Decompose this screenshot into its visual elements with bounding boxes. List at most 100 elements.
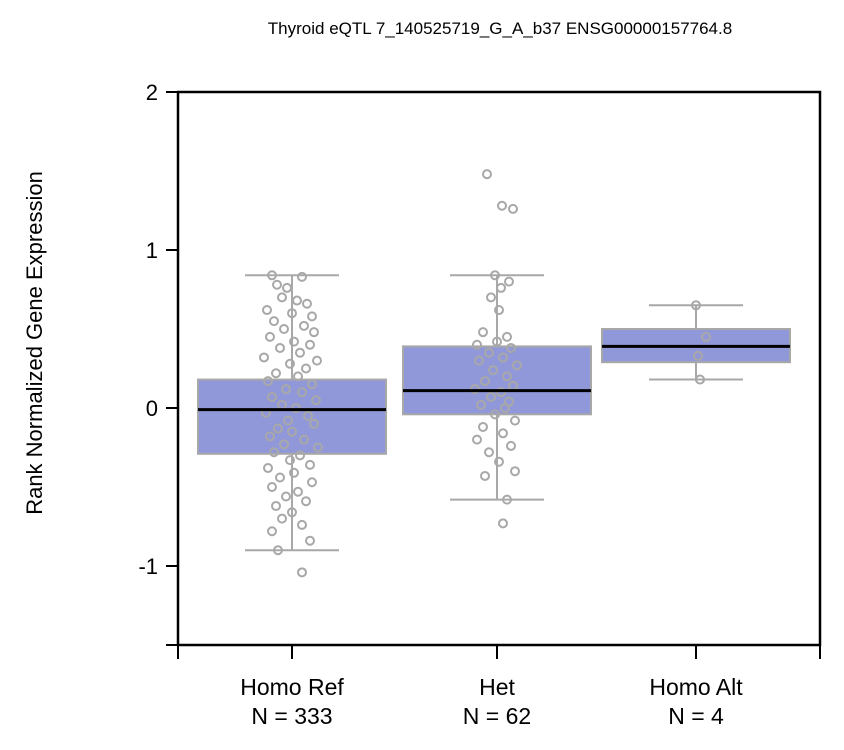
data-point <box>271 368 281 379</box>
x-tick-label: Homo Alt <box>649 674 743 700</box>
data-point <box>289 467 299 478</box>
data-point <box>496 387 506 398</box>
data-point <box>486 391 496 402</box>
data-point <box>293 371 303 382</box>
data-point <box>313 442 323 453</box>
data-point <box>272 279 282 290</box>
data-point <box>695 374 705 385</box>
data-point <box>312 355 322 366</box>
data-point <box>510 466 520 477</box>
data-point <box>281 384 291 395</box>
data-point <box>287 308 297 319</box>
data-point <box>307 477 317 488</box>
data-point <box>693 350 703 361</box>
box-group-homo-ref <box>197 270 387 578</box>
data-point <box>277 513 287 524</box>
data-point <box>512 360 522 371</box>
data-point <box>492 336 502 347</box>
data-point <box>285 455 295 466</box>
data-point <box>275 342 285 353</box>
data-point <box>292 295 302 306</box>
data-point <box>488 365 498 376</box>
axes: Homo Ref N = 333 Het N = 62 Homo Alt N = 4 2 1 0… <box>138 80 821 729</box>
data-point <box>494 456 504 467</box>
data-point <box>259 352 269 363</box>
data-point <box>506 342 516 353</box>
data-point <box>267 391 277 402</box>
y-tick-label: 2 <box>146 80 158 105</box>
chart-title: Thyroid eQTL 7_140525719_G_A_b37 ENSG000… <box>268 19 732 38</box>
x-count-label: N = 62 <box>463 703 531 729</box>
data-point <box>497 200 507 211</box>
data-point <box>480 376 490 387</box>
data-point <box>277 292 287 303</box>
y-tick-label: 1 <box>146 238 158 263</box>
data-point <box>482 169 492 180</box>
data-point <box>289 336 299 347</box>
data-point <box>502 371 512 382</box>
data-point <box>494 305 504 316</box>
data-point <box>287 507 297 518</box>
data-point <box>295 347 305 358</box>
data-point <box>303 410 313 421</box>
data-point <box>309 418 319 429</box>
x-count-label: N = 333 <box>251 703 332 729</box>
data-point <box>307 379 317 390</box>
data-point <box>265 431 275 442</box>
data-point <box>297 519 307 530</box>
data-point <box>297 387 307 398</box>
data-point <box>305 339 315 350</box>
data-point <box>502 331 512 342</box>
data-point <box>498 428 508 439</box>
iqr-box <box>197 378 387 455</box>
data-point <box>470 384 480 395</box>
x-tick-label: Het <box>479 674 515 700</box>
data-point <box>265 331 275 342</box>
data-point <box>299 320 309 331</box>
data-point <box>476 399 486 410</box>
data-point <box>472 434 482 445</box>
data-point <box>478 327 488 338</box>
data-point <box>267 526 277 537</box>
data-point <box>490 270 500 281</box>
data-point <box>305 459 315 470</box>
data-point <box>496 282 506 293</box>
data-point <box>302 298 312 309</box>
data-point <box>502 494 512 505</box>
x-tick-label: Homo Ref <box>240 674 344 700</box>
data-point <box>474 355 484 366</box>
y-axis-label: Rank Normalized Gene Expression <box>22 171 47 515</box>
data-point <box>287 426 297 437</box>
data-point <box>486 292 496 303</box>
data-point <box>267 482 277 492</box>
box-group-homo-alt <box>601 300 791 385</box>
data-point <box>309 327 319 338</box>
data-point <box>484 347 494 358</box>
data-point <box>275 472 285 483</box>
data-point <box>263 463 273 474</box>
data-point <box>701 331 711 342</box>
plot-area <box>197 169 791 578</box>
data-point <box>281 491 291 502</box>
data-point <box>478 421 488 432</box>
data-point <box>273 423 283 434</box>
data-point <box>263 376 273 387</box>
data-point <box>484 447 494 458</box>
data-point <box>297 271 307 282</box>
data-point <box>285 358 295 369</box>
data-point <box>305 535 315 546</box>
data-point <box>295 450 305 461</box>
data-point <box>282 282 292 293</box>
data-point <box>297 567 307 578</box>
data-point <box>267 270 277 281</box>
data-point <box>269 316 279 327</box>
data-point <box>490 409 500 420</box>
data-point <box>506 440 516 451</box>
data-point <box>504 276 514 287</box>
data-point <box>299 434 309 445</box>
data-point <box>498 352 508 363</box>
iqr-box <box>402 345 592 416</box>
data-point <box>691 300 701 311</box>
data-point <box>262 305 272 316</box>
